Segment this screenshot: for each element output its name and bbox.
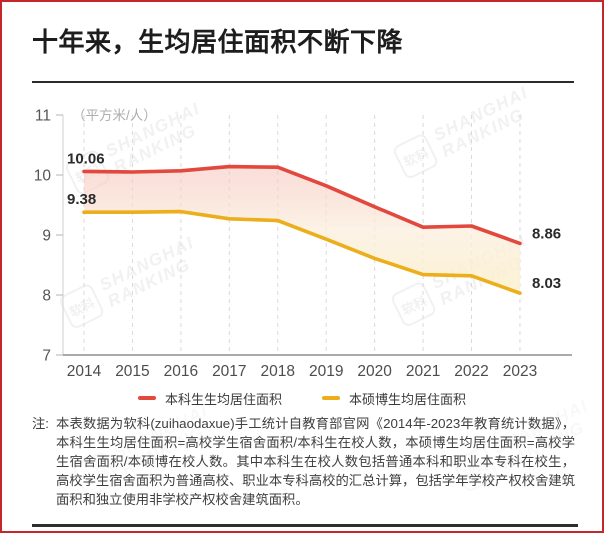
title-divider bbox=[32, 81, 574, 83]
undergrad-line-swatch-icon bbox=[137, 395, 156, 401]
between-series-area bbox=[84, 166, 520, 294]
x-tick-label: 2017 bbox=[212, 363, 246, 380]
x-tick-label: 2014 bbox=[67, 363, 102, 380]
point-value-label: 8.03 bbox=[532, 275, 561, 292]
x-tick-label: 2022 bbox=[454, 363, 488, 380]
bottom-divider bbox=[32, 524, 578, 527]
series-line-0 bbox=[82, 164, 522, 246]
series-line-1 bbox=[82, 209, 522, 295]
legend-item-undergrad: 本科生生均居住面积 bbox=[137, 389, 282, 408]
area-line-chart: 7 8 9 10 11 （平方米/人） 2014 2015 2016 2017 2018 2019 20… bbox=[34, 108, 572, 380]
footnote-text: 本表数据为软科(zuihaodaxue)手工统计自教育部官网《2014年-202… bbox=[56, 416, 575, 507]
legend-item-grad: 本硕博生均居住面积 bbox=[322, 389, 466, 408]
chart-legend: 本科生生均居住面积 本硕博生均居住面积 bbox=[2, 388, 602, 408]
legend-label: 本科生生均居住面积 bbox=[164, 391, 282, 407]
point-value-label: 9.38 bbox=[67, 191, 96, 208]
grad-line-swatch-icon bbox=[322, 395, 340, 401]
footnote-marker: 注: bbox=[32, 416, 49, 431]
x-tick-label: 2015 bbox=[115, 363, 149, 380]
point-value-label: 8.86 bbox=[532, 225, 561, 242]
x-tick-label: 2021 bbox=[406, 363, 440, 380]
y-tick-label: 10 bbox=[34, 168, 52, 185]
y-unit-label: （平方米/人） bbox=[72, 108, 157, 123]
page-title: 十年来，生均居住面积不断下降 bbox=[32, 27, 404, 57]
y-tick-label: 7 bbox=[42, 348, 51, 365]
y-tick-label: 8 bbox=[42, 288, 51, 305]
x-tick-label: 2019 bbox=[309, 363, 343, 380]
x-tick-label: 2016 bbox=[164, 363, 198, 380]
point-value-label: 10.06 bbox=[67, 150, 105, 167]
y-tick-label: 9 bbox=[42, 228, 51, 245]
chart-area: 7 8 9 10 11 （平方米/人） 2014 2015 2016 2017 2018 2019 20… bbox=[26, 97, 592, 389]
x-tick-label: 2018 bbox=[261, 363, 295, 380]
x-tick-label: 2020 bbox=[357, 363, 392, 380]
footnote: 注: 本表数据为软科(zuihaodaxue)手工统计自教育部官网《2014年-… bbox=[32, 414, 575, 509]
x-tick-label: 2023 bbox=[503, 363, 537, 380]
y-tick-label: 11 bbox=[35, 108, 51, 125]
legend-label: 本硕博生均居住面积 bbox=[349, 391, 467, 407]
